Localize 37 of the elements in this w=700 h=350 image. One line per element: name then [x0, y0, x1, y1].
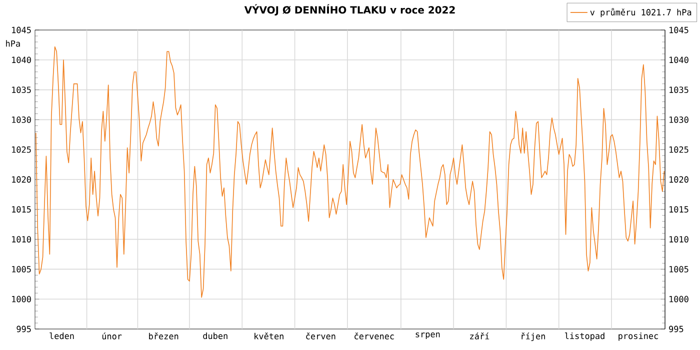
x-tick-label: červenec [354, 332, 394, 340]
x-tick-label: listopad [565, 332, 604, 341]
x-tick-label: květen [254, 332, 284, 340]
x-tick-label: březen [149, 332, 178, 340]
y-tick-label: 1000 [12, 296, 31, 302]
y2-tick-label: 995 [669, 326, 684, 332]
y-tick-label: 1040 [12, 56, 31, 64]
y-tick-label: 995 [16, 326, 31, 332]
y2-tick-label: 1030 [670, 116, 688, 123]
x-tick-label: září [470, 332, 490, 340]
y2-tick-label: 1035 [670, 86, 688, 94]
y-tick-label: 1005 [12, 266, 31, 272]
y-tick-label: 1045 [12, 26, 31, 34]
x-tick-label: říjen [522, 332, 545, 342]
y2-tick-label: 1010 [670, 236, 688, 243]
x-tick-label: leden [50, 332, 74, 340]
y-tick-label: 1010 [12, 236, 31, 243]
y-axis-title: hPa [6, 40, 20, 47]
y-tick-label: 1015 [12, 206, 31, 213]
y2-tick-label: 1045 [670, 26, 688, 34]
legend-label: v průměru 1021.7 hPa [590, 8, 692, 18]
x-tick-label: srpen [416, 332, 440, 340]
chart-title: VÝVOJ Ø DENNÍHO TLAKU v roce 2022 [244, 4, 455, 16]
y2-tick-label: 1020 [670, 176, 688, 183]
y2-tick-label: 1040 [670, 56, 688, 64]
y2-tick-label: 1000 [670, 296, 688, 302]
y-tick-label: 1035 [12, 86, 31, 94]
y2-tick-label: 1015 [670, 206, 688, 213]
y2-tick-label: 1025 [670, 146, 688, 153]
y2-tick-label: 1005 [670, 266, 688, 272]
x-tick-label: únor [102, 332, 122, 340]
y-tick-label: 1020 [12, 176, 31, 183]
x-tick-label: červen [306, 332, 336, 340]
y-tick-label: 1025 [12, 146, 31, 153]
x-tick-label: prosinec [618, 332, 658, 341]
y-tick-label: 1030 [12, 116, 31, 123]
x-tick-label: duben [203, 332, 228, 340]
